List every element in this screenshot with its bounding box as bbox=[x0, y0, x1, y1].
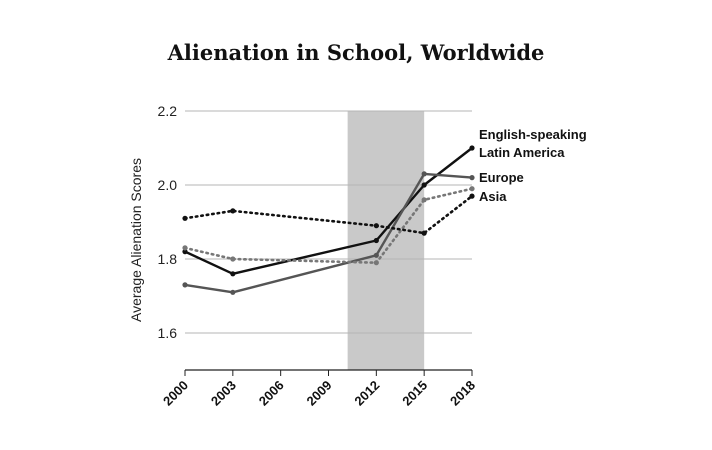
series-label: Asia bbox=[479, 189, 507, 204]
series-label: English-speaking bbox=[479, 127, 587, 142]
data-point bbox=[373, 237, 379, 244]
x-tick-label: 2018 bbox=[447, 378, 478, 409]
data-point bbox=[373, 260, 379, 266]
y-tick-label: 1.6 bbox=[158, 325, 178, 341]
axis-layer: 1.6 1.8 2.0 2.2 2000 2003 2006 2009 2012 2015 2018 bbox=[158, 103, 479, 409]
data-point bbox=[230, 271, 236, 277]
data-point bbox=[421, 197, 427, 203]
data-point bbox=[182, 282, 188, 288]
data-point bbox=[373, 252, 379, 258]
data-point bbox=[469, 145, 475, 151]
x-tick-label: 2015 bbox=[399, 378, 430, 409]
series-layer bbox=[182, 145, 475, 295]
y-axis-label: Average Alienation Scores bbox=[128, 158, 144, 322]
y-tick-label: 2.0 bbox=[158, 177, 178, 193]
data-point bbox=[421, 182, 427, 188]
series-line-1 bbox=[183, 172, 474, 294]
y-tick-label: 1.8 bbox=[158, 251, 178, 267]
data-point bbox=[230, 208, 236, 214]
series-label-layer: English-speaking Latin America Europe Asia bbox=[479, 127, 587, 204]
series-label: Europe bbox=[479, 170, 524, 185]
series-label: Latin America bbox=[479, 145, 565, 160]
data-point bbox=[230, 289, 236, 295]
data-point bbox=[230, 256, 236, 262]
data-point bbox=[182, 215, 188, 221]
x-tick-label: 2012 bbox=[351, 378, 382, 409]
data-point bbox=[469, 193, 475, 199]
data-point bbox=[421, 171, 427, 177]
data-point bbox=[182, 245, 188, 251]
x-tick-label: 2009 bbox=[304, 378, 335, 409]
chart-title: Alienation in School, Worldwide bbox=[167, 40, 545, 65]
y-tick-label: 2.2 bbox=[158, 103, 178, 119]
x-tick-label: 2003 bbox=[208, 378, 239, 409]
data-point bbox=[469, 175, 475, 181]
x-tick-label: 2006 bbox=[256, 378, 287, 409]
series-line-3 bbox=[183, 194, 474, 235]
data-point bbox=[373, 223, 379, 229]
data-point bbox=[182, 249, 188, 255]
x-tick-label: 2000 bbox=[160, 378, 191, 409]
data-point bbox=[421, 230, 427, 236]
data-point bbox=[469, 186, 475, 192]
